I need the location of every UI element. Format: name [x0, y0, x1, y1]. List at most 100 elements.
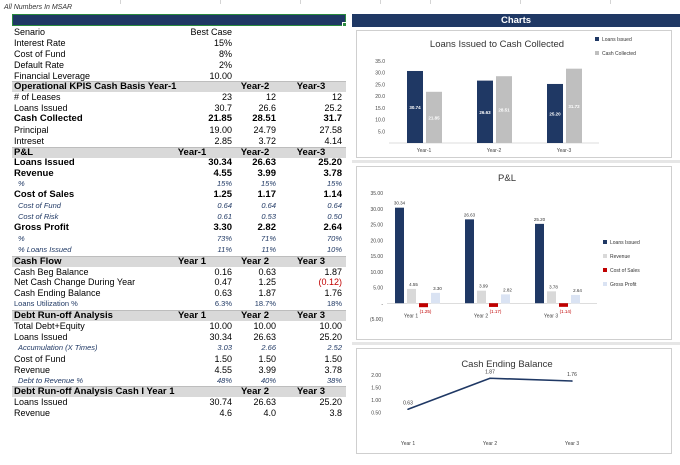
cell-c3[interactable]: Year 3 — [297, 310, 325, 322]
sheet-row[interactable]: Default Rate 2% — [12, 60, 346, 71]
fill-handle[interactable] — [342, 22, 347, 27]
cell-c2[interactable]: 2.82 — [257, 222, 277, 234]
cell-c3[interactable]: 3.78 — [323, 167, 343, 179]
cell-c2[interactable]: 3.99 — [257, 167, 277, 179]
cell-c1[interactable]: 30.74 — [209, 397, 232, 408]
cell-c1[interactable]: 23 — [221, 92, 232, 103]
cell-c3[interactable]: 3.78 — [324, 364, 342, 375]
sheet-row[interactable]: Loans Utilization % 6.3% 18.7% 18% — [12, 299, 346, 310]
cell-c1[interactable]: 8% — [218, 48, 232, 59]
cell-c1[interactable]: 15% — [216, 179, 232, 189]
cell-c2[interactable]: 26.6 — [258, 103, 276, 114]
cell-c2[interactable]: 0.53 — [261, 212, 276, 222]
sheet-row[interactable]: Interest Rate 15% — [12, 38, 346, 49]
cell-c1[interactable]: 1.25 — [213, 189, 233, 201]
sheet-row[interactable]: Loans Issued 30.74 26.63 25.20 — [12, 397, 346, 408]
cell-c2[interactable]: 1.17 — [257, 189, 277, 201]
cell-c1[interactable]: 10.00 — [209, 321, 232, 332]
cell-c3[interactable]: 25.20 — [318, 156, 342, 168]
section-header-row[interactable]: Cash Flow Year 1 Year 2 Year 3 — [12, 255, 346, 267]
cell-c3[interactable]: 1.87 — [324, 266, 342, 277]
cell-c2[interactable]: 28.51 — [252, 113, 276, 125]
cell-c3[interactable]: 31.7 — [323, 113, 343, 125]
cell-c3[interactable]: 1.50 — [324, 353, 342, 364]
cell-c2[interactable]: Year 2 — [241, 255, 269, 267]
cell-c1[interactable]: Best Case — [190, 27, 232, 37]
cell-c2[interactable]: 0.63 — [258, 266, 276, 277]
sheet-row[interactable]: Loans Issued 30.7 26.6 25.2 — [12, 103, 346, 114]
cell-c2[interactable]: 3.99 — [258, 364, 276, 375]
cell-c3[interactable]: Year-3 — [296, 81, 326, 93]
cell-c3[interactable]: 12 — [331, 92, 342, 103]
cell-c3[interactable]: Year 3 — [297, 255, 325, 267]
sheet-row[interactable]: % 15% 15% 15% — [12, 179, 346, 190]
cell-c3[interactable]: 0.64 — [327, 201, 342, 211]
cell-c2[interactable]: 26.63 — [252, 156, 276, 168]
cell-c1[interactable]: 4.55 — [213, 167, 233, 179]
cell-c3[interactable]: 0.50 — [327, 212, 342, 222]
sheet-row[interactable]: % 73% 71% 70% — [12, 234, 346, 245]
cell-c3[interactable]: 25.20 — [319, 331, 342, 342]
cell-c3[interactable]: 70% — [326, 233, 342, 243]
sheet-row[interactable]: Cost of Sales 1.25 1.17 1.14 — [12, 189, 346, 201]
cell-c1[interactable]: 2.85 — [214, 135, 232, 146]
cell-c2[interactable]: 1.87 — [258, 288, 276, 299]
cell-c2[interactable]: 10.00 — [253, 321, 276, 332]
cell-c3[interactable]: 4.14 — [324, 135, 342, 146]
sheet-row[interactable]: Debt to Revenue % 48% 40% 38% — [12, 376, 346, 387]
cell-c2[interactable]: 12 — [265, 92, 276, 103]
cell-c2[interactable]: 26.63 — [253, 331, 276, 342]
sheet-row[interactable]: Accumulation (X Times) 3.03 2.66 2.52 — [12, 343, 346, 354]
cell-c2[interactable]: Year 2 — [241, 310, 269, 322]
cell-c2[interactable]: 2.66 — [261, 342, 276, 352]
cell-c3[interactable]: 3.8 — [329, 408, 342, 419]
cell-c3[interactable]: Year 3 — [297, 386, 325, 398]
cell-c2[interactable]: 11% — [261, 244, 276, 254]
section-header-row[interactable]: P&L Year-1 Year-2 Year-3 — [12, 146, 346, 158]
sheet-row[interactable]: Cash Ending Balance 0.63 1.87 1.76 — [12, 288, 346, 299]
cell-c3[interactable]: 2.52 — [327, 342, 342, 352]
cell-c3[interactable]: 25.20 — [319, 397, 342, 408]
cell-c2[interactable]: 1.50 — [258, 353, 276, 364]
cell-c2[interactable]: Year-2 — [240, 81, 270, 93]
cell-c1[interactable]: 48% — [216, 375, 232, 385]
cell-c2[interactable]: 3.72 — [258, 135, 276, 146]
cell-c2[interactable]: Year 2 — [241, 386, 269, 398]
sheet-row[interactable]: Loans Issued 30.34 26.63 25.20 — [12, 332, 346, 343]
cell-c1[interactable]: 15% — [213, 37, 232, 48]
sheet-row[interactable]: Cash Collected 21.85 28.51 31.7 — [12, 113, 346, 125]
cell-c1[interactable]: Year 1 — [178, 255, 206, 267]
cell-c1[interactable]: 73% — [216, 233, 232, 243]
sheet-row[interactable]: Principal 19.00 24.79 27.58 — [12, 125, 346, 136]
cell-c1[interactable]: 4.55 — [214, 364, 232, 375]
cell-c1[interactable]: 21.85 — [208, 113, 232, 125]
cell-c2[interactable]: 4.0 — [263, 408, 276, 419]
cell-c1[interactable]: 3.30 — [213, 222, 233, 234]
cell-c1[interactable]: 4.6 — [219, 408, 232, 419]
cell-c1[interactable]: Year-1 — [177, 146, 207, 158]
cell-c3[interactable]: 38% — [326, 375, 342, 385]
cell-c3[interactable]: 18% — [326, 299, 342, 309]
sheet-row[interactable]: Cost of Fund 1.50 1.50 1.50 — [12, 354, 346, 365]
cell-c3[interactable]: 1.14 — [323, 189, 343, 201]
cell-c3[interactable]: 1.76 — [324, 288, 342, 299]
cell-c2[interactable]: 18.7% — [254, 299, 276, 309]
sheet-row[interactable]: Gross Profit 3.30 2.82 2.64 — [12, 222, 346, 234]
cell-c3[interactable]: 15% — [326, 179, 342, 189]
cell-c1[interactable]: 2% — [218, 59, 232, 70]
cell-c1[interactable]: 6.3% — [214, 299, 232, 309]
section-header-row[interactable]: Debt Run-off Analysis Year 1 Year 2 Year 3 — [12, 310, 346, 321]
cell-c1[interactable]: 0.61 — [217, 212, 232, 222]
sheet-row[interactable]: Revenue 4.55 3.99 3.78 — [12, 167, 346, 180]
sheet-row[interactable]: # of Leases 23 12 12 — [12, 92, 346, 103]
sheet-row[interactable]: Intreset 2.85 3.72 4.14 — [12, 136, 346, 147]
cell-c1[interactable]: 11% — [217, 244, 232, 254]
cell-c1[interactable]: 30.34 — [208, 156, 232, 168]
cell-c2[interactable]: 1.25 — [258, 277, 276, 288]
sheet-row[interactable]: Senario Best Case — [12, 27, 346, 38]
sheet-row[interactable]: Revenue 4.6 4.0 3.8 — [12, 408, 346, 419]
selected-title-cell[interactable] — [12, 14, 346, 26]
cell-c3[interactable]: Year-3 — [296, 146, 326, 158]
cell-c2[interactable]: 71% — [260, 233, 276, 243]
cell-c1[interactable]: 3.03 — [217, 342, 232, 352]
